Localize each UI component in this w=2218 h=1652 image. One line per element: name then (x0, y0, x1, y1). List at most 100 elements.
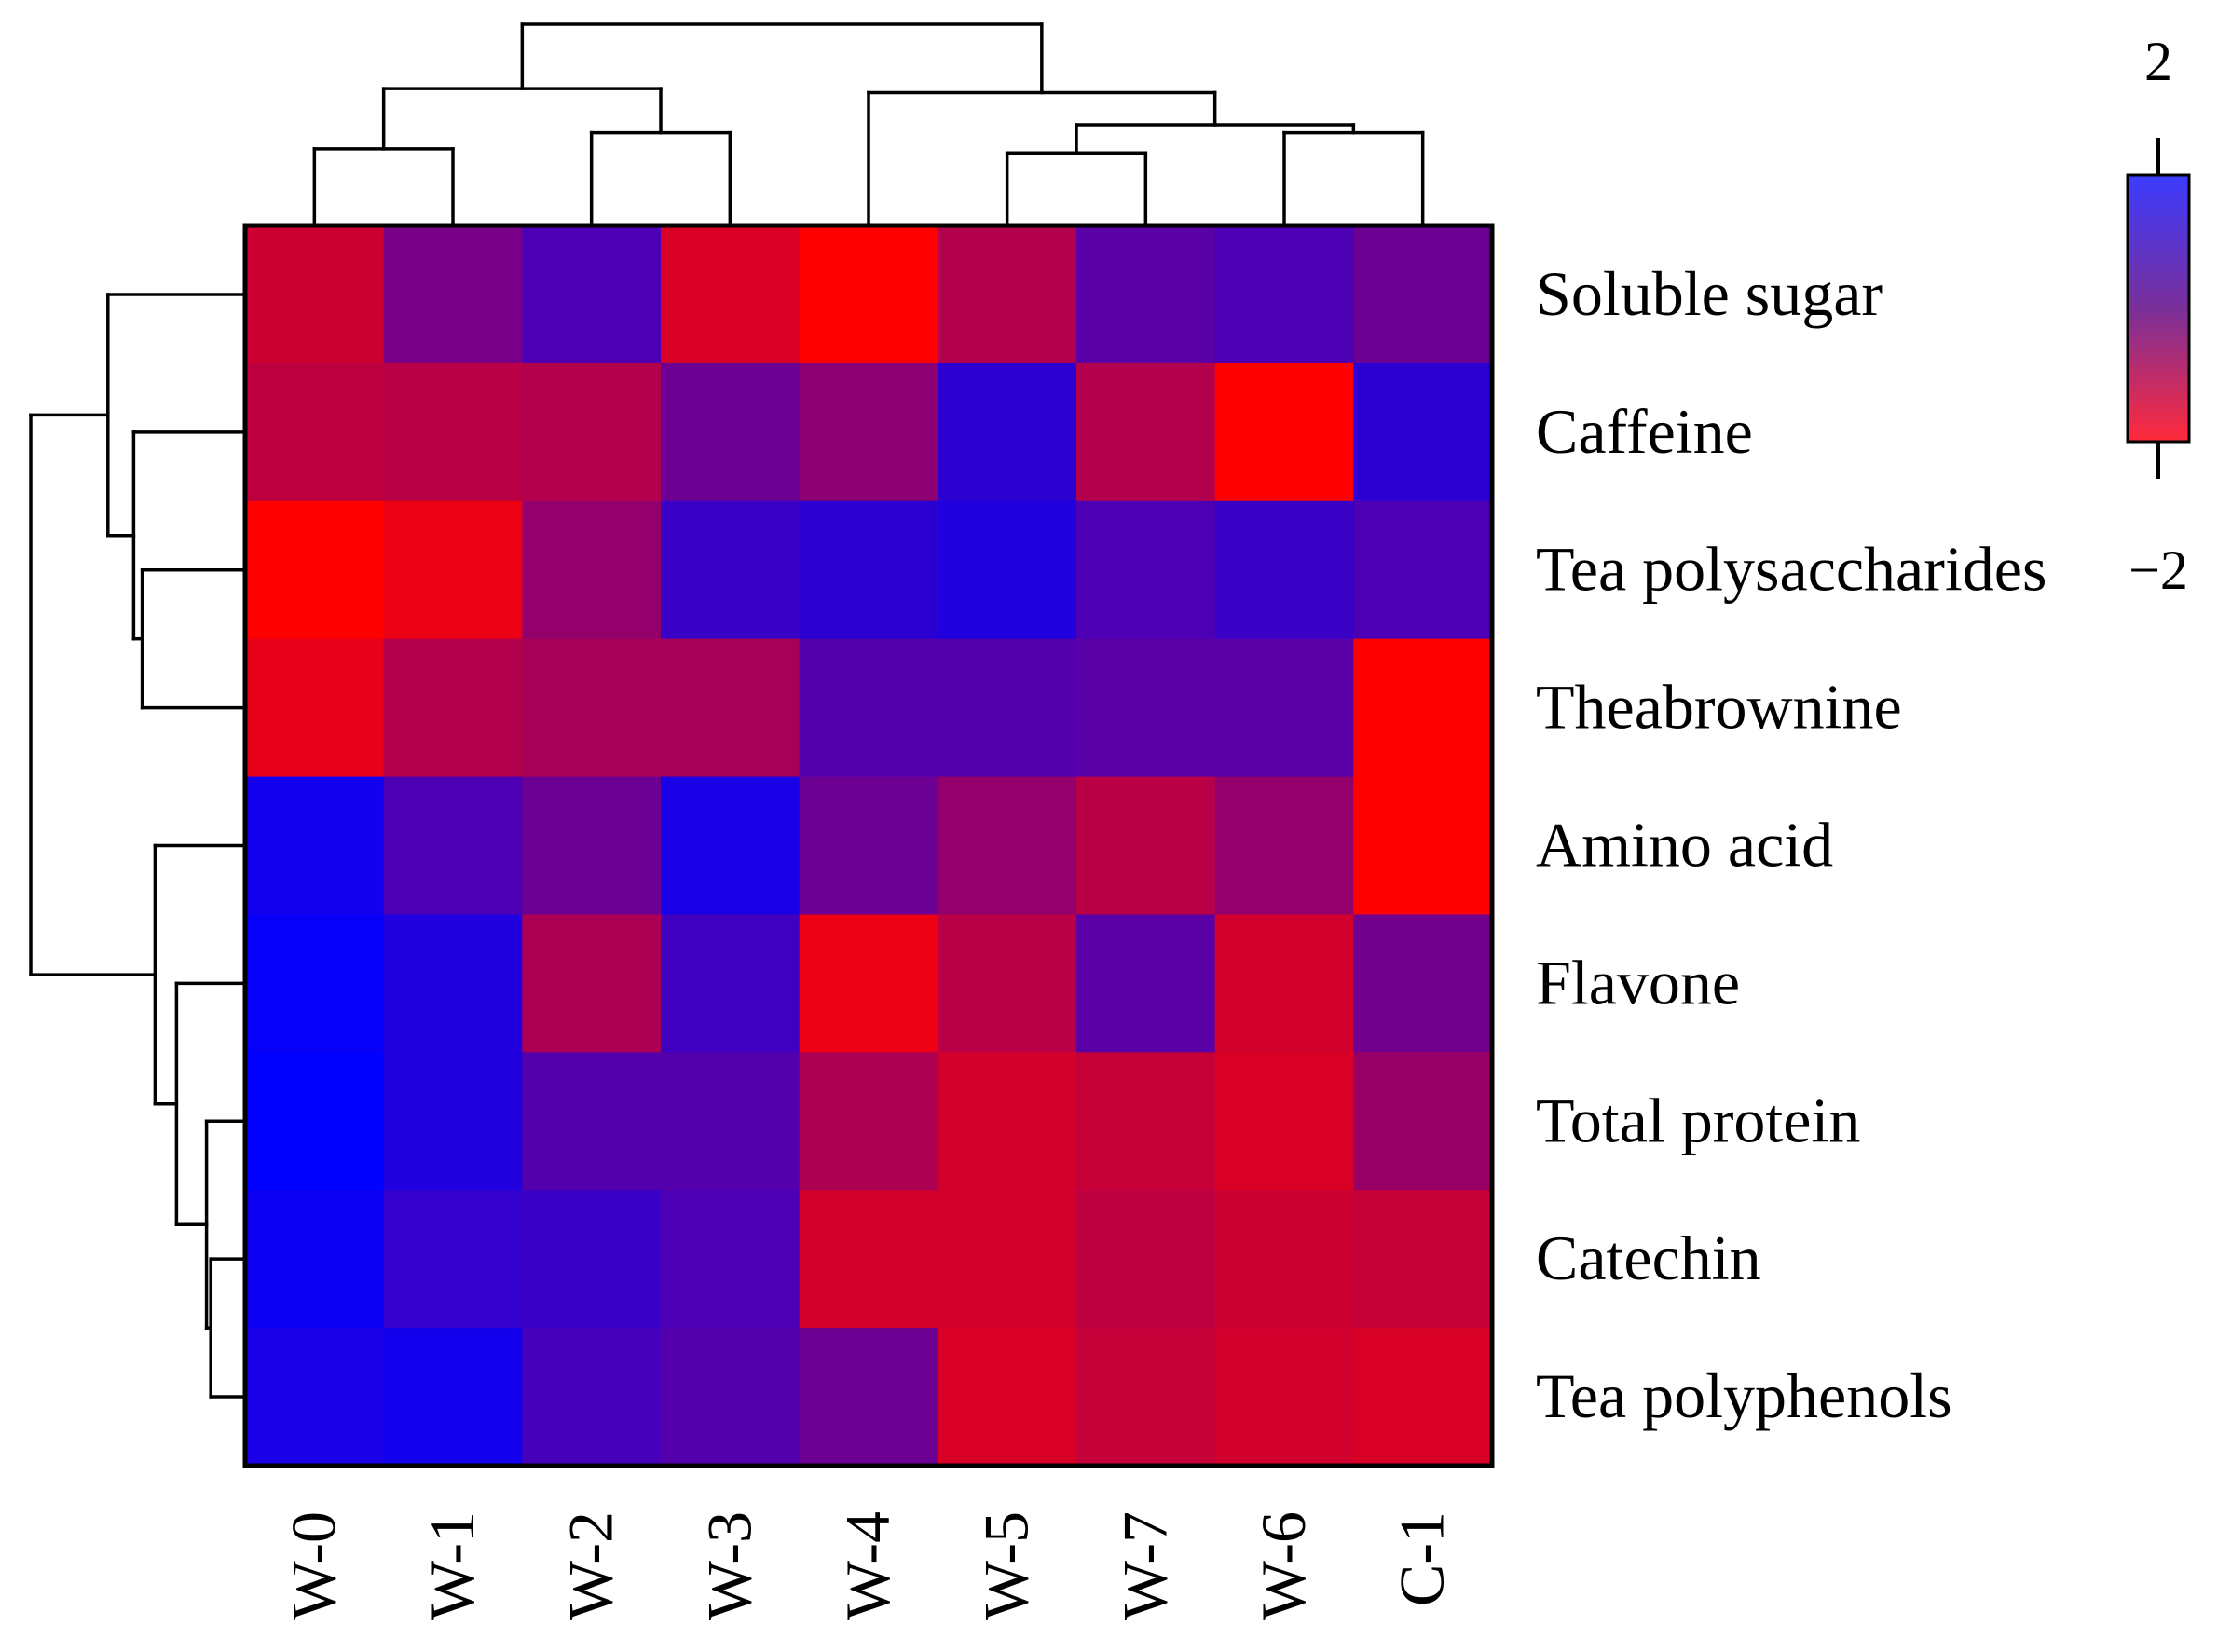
legend-max-label: 2 (2144, 31, 2172, 92)
heatmap-cell (1353, 225, 1493, 364)
column-label: W-2 (555, 1511, 626, 1620)
heatmap-cell (938, 1190, 1077, 1329)
row-label: Total protein (1536, 1085, 1860, 1155)
color-legend: 2 −2 (2126, 31, 2191, 601)
row-dendrogram (29, 293, 247, 1399)
heatmap-cell (522, 776, 662, 916)
heatmap-cell (1353, 914, 1493, 1053)
heatmap-cell (383, 500, 523, 640)
column-label: W-4 (832, 1511, 903, 1620)
heatmap-cell (938, 1328, 1077, 1467)
heatmap-cell (1214, 362, 1354, 502)
heatmap-cell (522, 500, 662, 640)
heatmap-cells (245, 225, 1493, 1467)
heatmap-cell (1214, 1052, 1354, 1191)
heatmap-cell (245, 1190, 385, 1329)
heatmap-cell (1353, 500, 1493, 640)
column-label: W-1 (417, 1511, 487, 1620)
heatmap-cell (799, 914, 938, 1053)
heatmap-cell (938, 638, 1077, 778)
legend-min-label: −2 (2129, 539, 2188, 601)
heatmap-cell (522, 638, 662, 778)
heatmap-cell (245, 362, 385, 502)
heatmap-cell (799, 1190, 938, 1329)
heatmap-cell (1076, 1190, 1216, 1329)
heatmap-cell (938, 914, 1077, 1053)
heatmap-cell (383, 362, 523, 502)
heatmap-cell (1353, 1190, 1493, 1329)
heatmap-cell (1214, 638, 1354, 778)
heatmap-cell (661, 225, 801, 364)
heatmap-cell (938, 1052, 1077, 1191)
heatmap-cell (661, 1052, 801, 1191)
heatmap-cell (383, 1052, 523, 1191)
heatmap-cell (1076, 1328, 1216, 1467)
heatmap-cell (661, 1328, 801, 1467)
row-label: Catechin (1536, 1222, 1761, 1293)
column-label: W-6 (1248, 1511, 1319, 1620)
heatmap-cell (1214, 776, 1354, 916)
row-label: Tea polysaccharides (1536, 534, 2047, 605)
heatmap-cell (383, 225, 523, 364)
heatmap-cell (383, 1190, 523, 1329)
heatmap-cell (1076, 500, 1216, 640)
heatmap-cell (1214, 914, 1354, 1053)
heatmap-cell (661, 638, 801, 778)
heatmap-cell (1076, 638, 1216, 778)
column-labels: W-0 W-1 W-2 W-3 W-4 W-5 W-7 W-6 C-1 (278, 1511, 1457, 1620)
heatmap-cell (1214, 1328, 1354, 1467)
heatmap-cell (799, 225, 938, 364)
heatmap-cell (1214, 1190, 1354, 1329)
row-label: Tea polyphenols (1536, 1360, 1952, 1431)
heatmap-cell (522, 362, 662, 502)
heatmap-cell (245, 638, 385, 778)
heatmap-cell (938, 225, 1077, 364)
heatmap-cell (661, 500, 801, 640)
heatmap-cell (1353, 1328, 1493, 1467)
legend-color-bar (2126, 173, 2191, 444)
heatmap-cell (1353, 362, 1493, 502)
heatmap-cell (799, 638, 938, 778)
heatmap-cell (245, 776, 385, 916)
row-label: Amino acid (1536, 810, 1833, 881)
heatmap-cell (383, 776, 523, 916)
heatmap-cell (938, 500, 1077, 640)
heatmap-cell (383, 914, 523, 1053)
row-label: Soluble sugar (1536, 258, 1883, 329)
heatmap-cell (1076, 776, 1216, 916)
column-label: W-0 (278, 1511, 349, 1620)
heatmap-cell (1076, 914, 1216, 1053)
heatmap-cell (661, 362, 801, 502)
heatmap-cell (799, 362, 938, 502)
heatmap-cell (1076, 225, 1216, 364)
column-label: C-1 (1387, 1511, 1458, 1606)
heatmap-cell (522, 225, 662, 364)
heatmap-cell (1214, 500, 1354, 640)
heatmap-cell (245, 500, 385, 640)
heatmap-cell (1353, 638, 1493, 778)
row-label: Caffeine (1536, 396, 1753, 467)
heatmap-cell (522, 1052, 662, 1191)
heatmap-cell (1214, 225, 1354, 364)
heatmap-cell (799, 776, 938, 916)
heatmap-cell (661, 1190, 801, 1329)
column-label: W-5 (971, 1511, 1042, 1620)
row-labels: Soluble sugar Caffeine Tea polysaccharides… (1536, 258, 2047, 1431)
heatmap-cell (938, 362, 1077, 502)
heatmap-cell (1076, 362, 1216, 502)
heatmap-cell (245, 225, 385, 364)
heatmap-frame (242, 223, 1495, 1468)
heatmap-cell (1076, 1052, 1216, 1191)
heatmap-cell (245, 1052, 385, 1191)
heatmap-cell (799, 1052, 938, 1191)
heatmap-cell (383, 1328, 523, 1467)
heatmap-cell (383, 638, 523, 778)
column-label: W-7 (1109, 1511, 1180, 1620)
heatmap-cell (661, 914, 801, 1053)
heatmap-cell (661, 776, 801, 916)
heatmap-cell (938, 776, 1077, 916)
row-label: Theabrownine (1536, 672, 1902, 743)
column-dendrogram (312, 22, 1425, 227)
